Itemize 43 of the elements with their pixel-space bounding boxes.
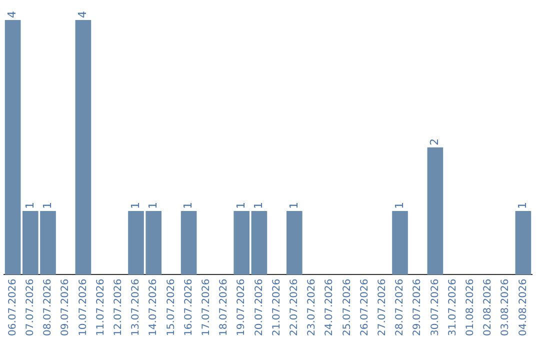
x-tick-label: 10.07.2026: [78, 278, 89, 336]
x-tick-label: 23.07.2026: [306, 278, 318, 336]
data-label: 1: [516, 202, 530, 210]
data-label: 2: [428, 138, 442, 146]
data-label: 4: [6, 11, 19, 18]
data-label: 1: [182, 202, 195, 210]
x-tick-label: 27.07.2026: [376, 278, 388, 336]
x-tick-label: 01.08.2026: [464, 278, 476, 336]
x-tick-label: 02.08.2026: [482, 278, 494, 336]
data-label: 1: [252, 202, 266, 210]
x-tick-label: 04.08.2026: [518, 278, 529, 336]
x-tick-label: 15.07.2026: [166, 278, 177, 336]
data-label: 1: [40, 202, 54, 210]
data-label: 1: [128, 202, 142, 210]
x-tick-label: 18.07.2026: [218, 278, 230, 336]
x-tick-label: 28.07.2026: [394, 278, 406, 336]
x-tick-label: 06.07.2026: [7, 278, 18, 336]
data-label: 1: [287, 202, 300, 210]
data-label: 1: [234, 202, 248, 210]
x-tick-label: 11.07.2026: [95, 278, 106, 336]
x-tick-label: 14.07.2026: [148, 278, 160, 336]
data-label: 1: [146, 202, 160, 210]
x-tick-label: 30.07.2026: [430, 278, 441, 336]
x-tick-label: 17.07.2026: [200, 278, 212, 336]
x-tick-label: 07.07.2026: [24, 278, 36, 336]
x-tick-label: 31.07.2026: [447, 278, 458, 336]
x-tick-label: 08.07.2026: [42, 278, 54, 336]
x-tick-label: 19.07.2026: [236, 278, 248, 336]
data-label: 4: [76, 11, 90, 18]
data-label: 1: [23, 202, 36, 210]
x-tick-label: 29.07.2026: [412, 278, 424, 336]
x-tick-label: 03.08.2026: [500, 278, 512, 336]
x-tick-label: 13.07.2026: [130, 278, 142, 336]
x-tick-label: 22.07.2026: [288, 278, 300, 336]
x-tick-label: 24.07.2026: [324, 278, 336, 336]
x-tick-label: 26.07.2026: [359, 278, 370, 336]
x-tick-label: 20.07.2026: [254, 278, 265, 336]
x-tick-label: 21.07.2026: [271, 278, 282, 336]
x-tick-label: 09.07.2026: [60, 278, 72, 336]
x-tick-label: 25.07.2026: [342, 278, 353, 336]
x-tick-label: 16.07.2026: [183, 278, 194, 336]
x-tick-label: 12.07.2026: [112, 278, 124, 336]
data-label: 1: [392, 202, 406, 210]
